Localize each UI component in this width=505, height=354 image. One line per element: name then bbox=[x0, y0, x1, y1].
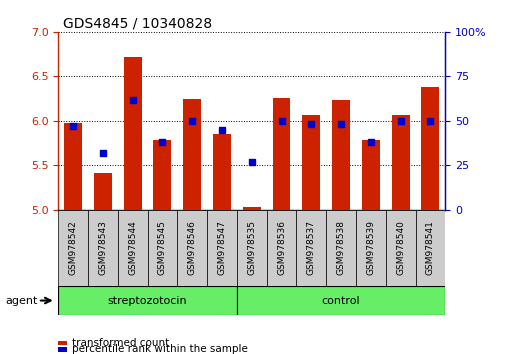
FancyBboxPatch shape bbox=[118, 210, 147, 286]
Point bbox=[98, 150, 107, 156]
Point bbox=[247, 159, 256, 165]
FancyBboxPatch shape bbox=[58, 210, 88, 286]
FancyBboxPatch shape bbox=[266, 210, 296, 286]
Point bbox=[218, 127, 226, 133]
Text: percentile rank within the sample: percentile rank within the sample bbox=[72, 344, 247, 354]
Text: GSM978546: GSM978546 bbox=[187, 221, 196, 275]
Bar bbox=[153, 141, 171, 210]
Text: GSM978545: GSM978545 bbox=[158, 221, 167, 275]
Point bbox=[188, 118, 196, 124]
Text: GSM978538: GSM978538 bbox=[336, 221, 345, 275]
Text: GSM978547: GSM978547 bbox=[217, 221, 226, 275]
Bar bbox=[94, 172, 112, 210]
FancyBboxPatch shape bbox=[236, 286, 444, 315]
Text: GSM978539: GSM978539 bbox=[366, 221, 375, 275]
Text: GSM978543: GSM978543 bbox=[98, 221, 107, 275]
Bar bbox=[213, 134, 230, 210]
Point bbox=[366, 139, 374, 145]
FancyBboxPatch shape bbox=[415, 210, 444, 286]
Text: GSM978541: GSM978541 bbox=[425, 221, 434, 275]
FancyBboxPatch shape bbox=[385, 210, 415, 286]
FancyBboxPatch shape bbox=[236, 210, 266, 286]
Bar bbox=[272, 98, 290, 210]
FancyBboxPatch shape bbox=[355, 210, 385, 286]
Text: GDS4845 / 10340828: GDS4845 / 10340828 bbox=[63, 16, 212, 30]
FancyBboxPatch shape bbox=[207, 210, 236, 286]
FancyBboxPatch shape bbox=[326, 210, 355, 286]
Text: GSM978540: GSM978540 bbox=[395, 221, 405, 275]
Bar bbox=[302, 115, 320, 210]
Text: GSM978536: GSM978536 bbox=[276, 221, 285, 275]
Bar bbox=[183, 99, 200, 210]
Text: GSM978535: GSM978535 bbox=[247, 221, 256, 275]
Point bbox=[396, 118, 404, 124]
Point bbox=[307, 122, 315, 127]
Text: control: control bbox=[321, 296, 360, 306]
Bar bbox=[64, 123, 82, 210]
FancyBboxPatch shape bbox=[147, 210, 177, 286]
FancyBboxPatch shape bbox=[177, 210, 207, 286]
Point bbox=[158, 139, 166, 145]
Text: streptozotocin: streptozotocin bbox=[108, 296, 187, 306]
Point bbox=[277, 118, 285, 124]
Point bbox=[336, 122, 344, 127]
Point bbox=[426, 118, 434, 124]
Text: GSM978537: GSM978537 bbox=[306, 221, 315, 275]
FancyBboxPatch shape bbox=[88, 210, 118, 286]
Point bbox=[69, 124, 77, 129]
Text: agent: agent bbox=[5, 296, 37, 306]
Text: GSM978544: GSM978544 bbox=[128, 221, 137, 275]
FancyBboxPatch shape bbox=[58, 286, 236, 315]
Bar bbox=[421, 87, 438, 210]
Text: transformed count: transformed count bbox=[72, 338, 169, 348]
Point bbox=[128, 97, 136, 102]
Bar bbox=[331, 101, 349, 210]
Bar bbox=[242, 207, 260, 210]
Text: GSM978542: GSM978542 bbox=[69, 221, 77, 275]
FancyBboxPatch shape bbox=[296, 210, 326, 286]
Bar bbox=[123, 57, 141, 210]
Bar bbox=[391, 115, 409, 210]
Bar bbox=[361, 141, 379, 210]
